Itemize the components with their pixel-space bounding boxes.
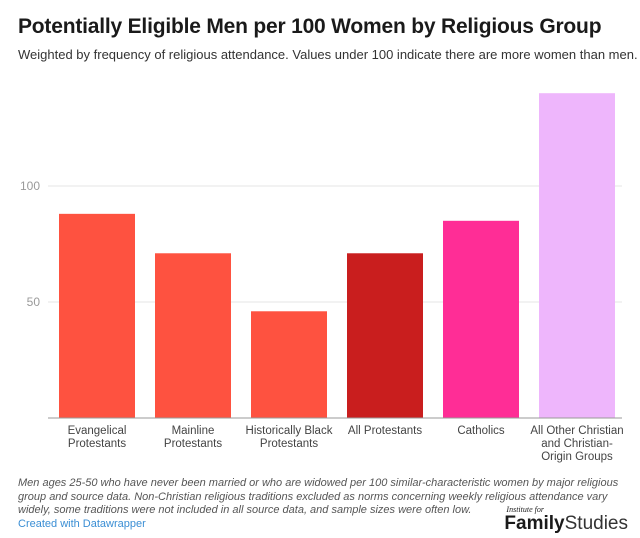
x-category-label-line: All Protestants <box>348 425 422 437</box>
logo-light-text: Studies <box>564 513 628 534</box>
bar-1 <box>155 253 231 418</box>
y-tick-label-100: 100 <box>20 179 40 193</box>
x-category-label-4: Catholics <box>457 425 505 437</box>
x-category-label-line: Historically Black <box>246 425 333 437</box>
bar-5 <box>539 93 615 418</box>
x-category-label-line: All Other Christian <box>530 425 623 437</box>
x-category-label-0: Evangelical Protestants <box>68 425 127 450</box>
bar-0 <box>59 213 135 418</box>
logo-small-text: Institute for <box>506 505 544 514</box>
bar-3 <box>347 253 423 418</box>
logo-bold-text: Family <box>504 513 565 534</box>
institute-for-family-studies-logo: Institute for FamilyStudies <box>504 505 628 534</box>
x-category-label-line: Mainline <box>172 425 215 437</box>
x-category-label-line: Origin Groups <box>541 451 613 463</box>
x-category-label-line: Protestants <box>164 438 222 450</box>
x-category-label-3: All Protestants <box>348 425 422 437</box>
x-category-label-line: Catholics <box>457 425 505 437</box>
x-category-label-line: Protestants <box>68 438 126 450</box>
chart-notes: Men ages 25-50 who have never been marri… <box>18 477 619 516</box>
datawrapper-credit-link[interactable]: Created with Datawrapper <box>18 518 146 530</box>
x-category-label-5: All Other Christian and Christian-Origin … <box>530 425 623 463</box>
bar-4 <box>443 220 519 418</box>
x-category-label-line: Evangelical <box>68 425 127 437</box>
bar-2 <box>251 311 327 418</box>
x-category-label-1: Mainline Protestants <box>164 425 222 450</box>
chart-subtitle: Weighted by frequency of religious atten… <box>18 47 638 62</box>
x-category-label-line: and Christian- <box>541 438 613 450</box>
chart-title: Potentially Eligible Men per 100 Women b… <box>18 15 602 38</box>
x-category-label-line: Protestants <box>260 438 318 450</box>
y-tick-label-50: 50 <box>27 295 41 309</box>
x-category-label-2: Historically Black Protestants <box>246 425 333 450</box>
